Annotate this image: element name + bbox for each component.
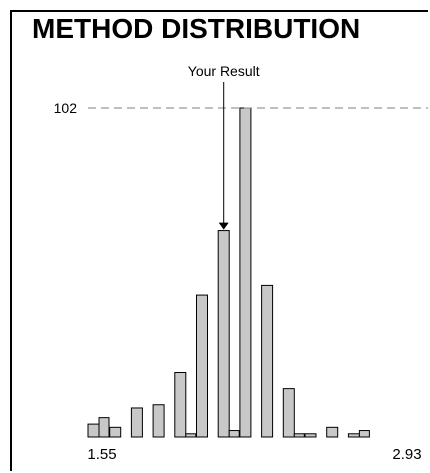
bar-main-4 [174, 371, 187, 438]
bar-minor-0 [98, 417, 110, 438]
bar-main-1 [109, 426, 122, 438]
bar-main-6 [217, 230, 230, 438]
bar-main-10 [304, 433, 317, 438]
x-max-label: 2.93 [392, 446, 421, 463]
bar-minor-6 [228, 430, 240, 438]
your-result-arrowhead [218, 222, 229, 230]
your-result-label: Your Result [188, 63, 260, 79]
bars-group [87, 107, 370, 438]
bar-main-5 [196, 294, 208, 438]
bar-main-2 [130, 407, 143, 438]
bar-main-7 [239, 107, 252, 438]
bar-minor-12 [358, 430, 370, 438]
bar-main-3 [152, 404, 165, 438]
bar-main-0 [87, 423, 100, 438]
bar-minor-9 [293, 433, 305, 438]
x-min-label: 1.55 [87, 446, 116, 463]
chart-title: METHOD DISTRIBUTION [32, 13, 361, 44]
chart-frame [10, 10, 428, 471]
bar-main-12 [347, 433, 360, 438]
reference-label: 102 [54, 100, 78, 116]
bar-minor-4 [185, 433, 197, 438]
bar-main-9 [282, 388, 295, 438]
bar-main-8 [261, 284, 274, 438]
bar-main-11 [326, 426, 339, 438]
